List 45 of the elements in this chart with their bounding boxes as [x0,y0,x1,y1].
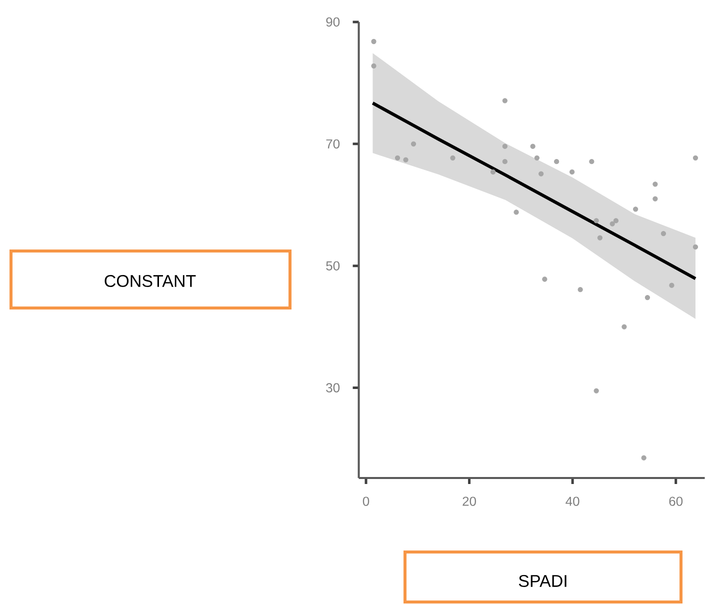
point [644,294,650,300]
point [542,276,548,282]
point [578,287,583,292]
point [692,244,698,250]
y-tick-label: 30 [326,383,340,392]
point [490,169,496,175]
point [652,196,658,202]
x-tick-label: 40 [566,496,580,506]
y-tick-label: 90 [326,17,340,27]
point [669,282,674,288]
point [502,98,508,104]
point [554,159,560,164]
line-series [371,101,698,280]
x-tick-label: 0 [362,496,370,506]
point [394,155,400,161]
point [692,155,698,161]
point [660,230,666,236]
point [569,169,575,175]
point [403,157,408,162]
point [641,455,646,460]
point [530,144,536,149]
point [410,141,416,146]
point [594,388,599,394]
point [371,38,376,44]
point [597,235,603,240]
point [534,155,540,161]
y-tick-label: 50 [326,261,340,270]
point [610,221,615,226]
point [589,159,594,164]
point [514,210,519,215]
point [371,63,376,68]
point [594,218,599,224]
point [502,159,508,164]
text: CONSTANT [104,274,196,288]
point [622,324,627,330]
y-tick-label: 70 [326,139,340,149]
point [613,218,619,224]
point [502,144,508,149]
point [450,155,456,161]
point [538,171,544,176]
x-tick-label: 20 [462,496,476,506]
point [652,182,658,187]
point [632,206,638,212]
x-tick-label: 60 [669,496,683,506]
x-axis-title: SPADI [518,574,566,588]
